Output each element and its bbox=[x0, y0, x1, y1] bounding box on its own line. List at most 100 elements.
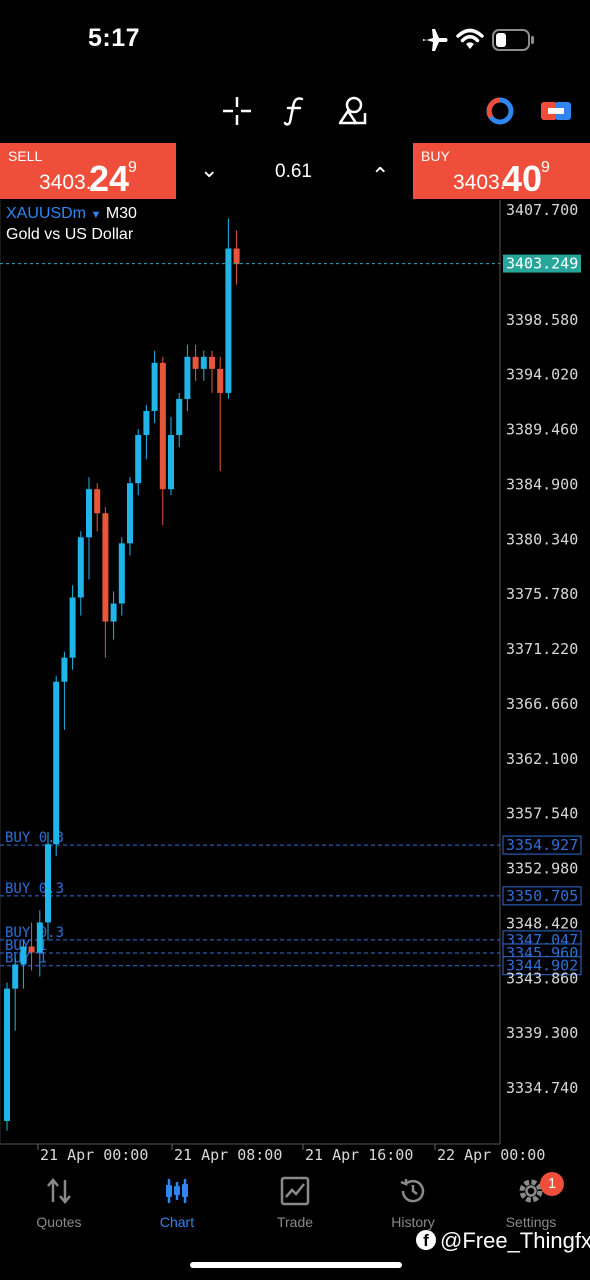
trade-icon bbox=[280, 1176, 310, 1206]
watermark: f @Free_Thingfx bbox=[416, 1228, 590, 1254]
candle-body bbox=[86, 489, 92, 538]
candle-body bbox=[135, 435, 142, 484]
candle-body bbox=[20, 946, 27, 965]
candle-body bbox=[159, 362, 166, 490]
buy-price-sup: 9 bbox=[541, 159, 550, 176]
buy-label: BUY bbox=[421, 148, 450, 164]
sell-price-big: 24 bbox=[89, 158, 130, 199]
facebook-icon: f bbox=[416, 1230, 436, 1250]
candle-body bbox=[36, 922, 43, 953]
candle-body bbox=[61, 657, 68, 682]
candle-body bbox=[192, 356, 199, 369]
x-tick-label: 21 Apr 16:00 bbox=[305, 1146, 413, 1164]
order-label: BUY 1 bbox=[5, 938, 47, 954]
buy-price-main: 3403. bbox=[453, 171, 506, 194]
current-price-label: 3403.249 bbox=[506, 255, 578, 273]
y-tick-label: 3389.460 bbox=[506, 421, 578, 439]
lot-size-control: ⌄ 0.61 ⌃ bbox=[176, 143, 412, 199]
y-tick-label: 3352.980 bbox=[506, 860, 578, 878]
chart-symbol-header: XAUUSDm ▼ M30 bbox=[6, 205, 137, 223]
nav-settings-label: Settings bbox=[505, 1214, 557, 1230]
chart-toolbar: M30 bbox=[0, 80, 590, 202]
nav-chart-label: Chart bbox=[159, 1214, 195, 1230]
y-tick-label: 3339.300 bbox=[506, 1024, 578, 1042]
candle-body bbox=[200, 356, 207, 369]
candle-body bbox=[110, 603, 117, 622]
buy-button[interactable]: BUY 3403. 40 9 bbox=[413, 143, 590, 199]
y-tick-label: 3362.100 bbox=[506, 750, 578, 768]
buy-price-big: 40 bbox=[502, 158, 543, 199]
chart-symbol[interactable]: XAUUSDm bbox=[6, 205, 87, 222]
y-tick-label: 3394.020 bbox=[506, 366, 578, 384]
y-tick-label: 3348.420 bbox=[506, 914, 578, 932]
candle-body bbox=[102, 513, 109, 622]
candle-body bbox=[209, 356, 215, 369]
y-tick-label: 3371.220 bbox=[506, 640, 578, 658]
nav-history-label: History bbox=[391, 1214, 435, 1230]
home-indicator bbox=[190, 1262, 402, 1268]
nav-trade[interactable]: Trade bbox=[236, 1172, 354, 1242]
order-label: BUY 0.3 bbox=[5, 881, 64, 897]
crosshair-icon[interactable] bbox=[222, 96, 252, 126]
candle-body bbox=[94, 489, 101, 514]
status-time: 5:17 bbox=[88, 24, 141, 52]
lot-size-value[interactable]: 0.61 bbox=[275, 161, 312, 182]
bottom-nav bbox=[0, 1168, 590, 1280]
order-label: BUY 0.3 bbox=[5, 925, 64, 941]
chart-timeframe: M30 bbox=[105, 205, 137, 222]
lot-decrease-icon[interactable]: ⌄ bbox=[200, 157, 219, 182]
candle-body bbox=[217, 368, 224, 393]
candle-body bbox=[127, 483, 133, 544]
wifi-icon bbox=[456, 28, 484, 49]
order-price-label: 3350.705 bbox=[506, 887, 578, 905]
y-tick-label: 3380.340 bbox=[506, 530, 578, 548]
y-tick-label: 3398.580 bbox=[506, 311, 578, 329]
nav-chart[interactable]: Chart bbox=[118, 1172, 236, 1242]
candle-body bbox=[118, 543, 125, 604]
one-click-trading-icon[interactable] bbox=[540, 97, 572, 125]
y-tick-label: 3384.900 bbox=[506, 475, 578, 493]
settings-icon bbox=[519, 1179, 543, 1203]
order-price-label: 3354.927 bbox=[506, 836, 578, 854]
candle-body bbox=[233, 248, 240, 265]
battery-icon bbox=[492, 29, 534, 51]
sell-price-sup: 9 bbox=[128, 159, 137, 176]
candle-body bbox=[184, 356, 191, 399]
nav-quotes[interactable]: Quotes bbox=[0, 1172, 118, 1242]
airplane-icon bbox=[423, 29, 448, 51]
nav-settings[interactable]: Settings 1 bbox=[472, 1172, 590, 1242]
watermark-text: @Free_Thingfx bbox=[440, 1228, 590, 1253]
candle-body bbox=[143, 410, 150, 436]
candle-body bbox=[77, 537, 84, 598]
nav-quotes-label: Quotes bbox=[36, 1214, 82, 1230]
candle-body bbox=[69, 597, 76, 658]
candle-body bbox=[45, 844, 51, 923]
candle-body bbox=[12, 964, 19, 989]
order-price-tag bbox=[502, 956, 582, 976]
function-icon[interactable] bbox=[282, 96, 308, 126]
settings-badge: 1 bbox=[540, 1172, 564, 1196]
y-tick-label: 3343.860 bbox=[506, 969, 578, 987]
candle-body bbox=[151, 362, 158, 411]
order-price-label: 3344.902 bbox=[506, 957, 578, 975]
sell-label: SELL bbox=[8, 148, 43, 164]
y-tick-label: 3407.700 bbox=[506, 201, 578, 219]
chart-color-icon[interactable] bbox=[485, 96, 515, 126]
x-tick-label: 22 Apr 00:00 bbox=[437, 1146, 545, 1164]
price-chart[interactable]: BUY 0.3 3354.927 BUY 0.3 3350.705 BUY 0.3 334… bbox=[0, 200, 590, 1172]
sell-button[interactable]: SELL 3403. 24 9 bbox=[0, 143, 176, 199]
y-tick-label: 3366.660 bbox=[506, 695, 578, 713]
sell-price-main: 3403. bbox=[39, 171, 92, 194]
lot-increase-icon[interactable]: ⌃ bbox=[371, 163, 390, 188]
candle-body bbox=[176, 398, 183, 436]
shapes-icon[interactable] bbox=[337, 95, 367, 127]
nav-history[interactable]: History bbox=[354, 1172, 472, 1242]
y-tick-label: 3357.540 bbox=[506, 805, 578, 823]
candle-body bbox=[53, 681, 60, 845]
symbol-dropdown-icon[interactable]: ▼ bbox=[90, 209, 102, 221]
history-icon bbox=[400, 1179, 425, 1203]
candle-body bbox=[4, 988, 10, 1121]
quotes-icon bbox=[47, 1178, 71, 1204]
x-tick-label: 21 Apr 00:00 bbox=[40, 1146, 148, 1164]
nav-trade-label: Trade bbox=[276, 1214, 314, 1230]
